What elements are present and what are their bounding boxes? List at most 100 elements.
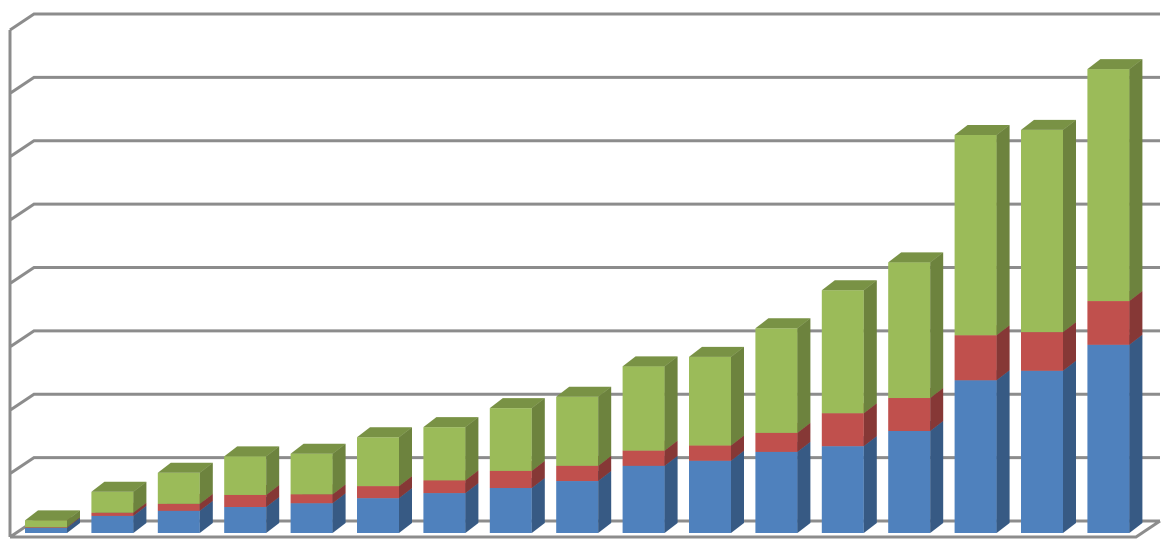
bar-top xyxy=(755,318,811,329)
bar-top xyxy=(888,252,944,263)
bar-segment xyxy=(821,290,864,414)
bar-top xyxy=(423,417,479,428)
bar-segment xyxy=(1021,332,1063,371)
floor-edge xyxy=(10,519,1161,539)
bar-side xyxy=(199,500,213,533)
bar-side xyxy=(863,403,877,447)
bar-segment xyxy=(755,328,798,433)
bar-segment xyxy=(224,507,267,533)
bar-segment xyxy=(91,491,134,513)
bar-top xyxy=(25,510,80,521)
bar-side xyxy=(797,441,811,533)
bar-segment xyxy=(556,481,599,533)
bar-side xyxy=(1063,360,1076,533)
bar-segment xyxy=(357,486,399,499)
bar-segment xyxy=(1021,370,1063,533)
bar-side xyxy=(465,483,479,533)
bar-side xyxy=(399,427,412,487)
bar-side xyxy=(930,388,944,431)
bar-segment xyxy=(25,520,67,528)
bar-side xyxy=(863,436,877,533)
bar-side xyxy=(731,346,744,446)
bar-side xyxy=(731,450,744,533)
bar-segment xyxy=(755,451,798,533)
bar-side xyxy=(199,493,213,511)
bar-side xyxy=(465,417,479,481)
bar-segment xyxy=(489,408,532,471)
bar-side xyxy=(664,356,678,451)
bar-side xyxy=(1129,334,1143,533)
bar-segment xyxy=(157,472,200,504)
bar-side xyxy=(863,280,877,414)
bar-side xyxy=(797,422,811,452)
bar-segment xyxy=(489,488,532,533)
bar-side xyxy=(1063,119,1076,333)
grid-line xyxy=(9,75,1160,95)
bar-segment xyxy=(556,396,599,466)
bar-side xyxy=(996,125,1010,336)
bar-side xyxy=(930,420,944,533)
bar-side xyxy=(531,478,545,533)
bar-side xyxy=(465,470,479,494)
bar-top xyxy=(622,356,678,367)
bar-side xyxy=(133,481,147,513)
bar-side xyxy=(996,325,1010,381)
bar-side xyxy=(1129,59,1143,302)
bar-side xyxy=(996,370,1010,533)
bar-segment xyxy=(290,503,333,533)
bar-segment xyxy=(1087,69,1130,302)
bar-side xyxy=(531,460,545,489)
bar-segment xyxy=(489,470,532,489)
bar-top xyxy=(157,462,213,473)
bar-top xyxy=(290,443,346,454)
bar-side xyxy=(731,435,744,461)
bar-top xyxy=(821,280,877,291)
bar-side xyxy=(598,471,612,533)
bar-side xyxy=(133,502,147,516)
bar-segment xyxy=(290,453,333,495)
bar-side xyxy=(332,493,346,533)
bar-segment xyxy=(888,262,931,399)
bar-segment xyxy=(622,450,665,466)
bar-segment xyxy=(290,494,333,504)
bar-segment xyxy=(1087,301,1130,345)
bar-segment xyxy=(25,527,67,528)
bar-side xyxy=(1063,322,1076,371)
bar-top xyxy=(91,481,147,492)
bar-side xyxy=(930,252,944,399)
bar-side xyxy=(332,443,346,495)
grid-line xyxy=(9,12,1160,32)
bar-top xyxy=(357,427,412,438)
bar-segment xyxy=(556,465,599,482)
bar-segment xyxy=(91,515,134,533)
bar-side xyxy=(266,446,280,495)
bar-side xyxy=(598,455,612,482)
bar-segment xyxy=(357,498,399,533)
bar-segment xyxy=(888,398,931,431)
bar-segment xyxy=(954,335,997,381)
bar-side xyxy=(199,462,213,504)
bar-side xyxy=(266,497,280,533)
bar-segment xyxy=(1021,129,1063,333)
grid-line xyxy=(9,266,1160,285)
bar-segment xyxy=(888,430,931,533)
bar-segment xyxy=(224,456,267,495)
bar-segment xyxy=(224,494,267,508)
bar-side xyxy=(399,476,412,499)
bar-top xyxy=(689,346,744,357)
bar-side xyxy=(664,440,678,466)
bar-segment xyxy=(689,445,731,461)
bar-segment xyxy=(91,512,134,516)
bar-side xyxy=(67,510,80,528)
bar-segment xyxy=(423,493,466,533)
bar-segment xyxy=(157,510,200,533)
bar-segment xyxy=(25,527,67,533)
grid-line xyxy=(9,139,1160,158)
bar-side xyxy=(67,517,80,528)
bar-side xyxy=(266,484,280,508)
bar-side xyxy=(133,505,147,533)
bar-side xyxy=(797,318,811,433)
bar-side xyxy=(399,488,412,533)
bar-segment xyxy=(157,503,200,511)
bar-segment xyxy=(821,446,864,533)
